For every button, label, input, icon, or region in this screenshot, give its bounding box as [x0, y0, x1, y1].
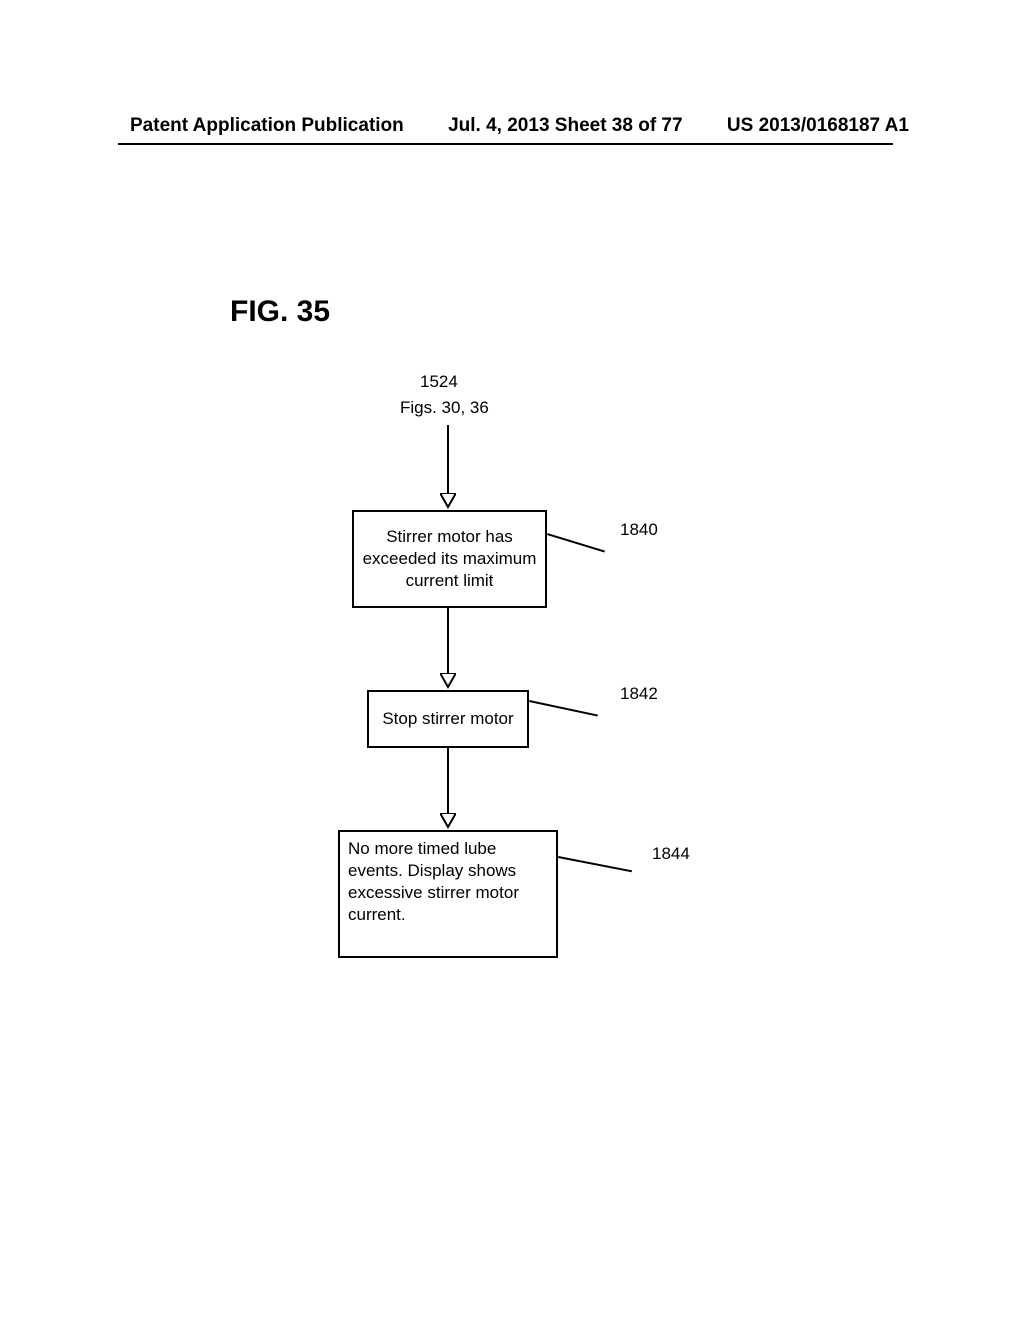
arrow-head-icon — [440, 673, 456, 690]
flowchart-box: No more timed lube events. Display shows… — [338, 830, 558, 958]
leader-line — [529, 700, 598, 717]
flow-arrow — [447, 748, 449, 813]
box-text: Stirrer motor has exceeded its maximum c… — [362, 526, 537, 592]
header-center: Jul. 4, 2013 Sheet 38 of 77 — [448, 115, 682, 137]
flow-arrow — [447, 425, 449, 493]
reference-numeral: 1842 — [620, 684, 658, 704]
reference-numeral: 1840 — [620, 520, 658, 540]
flow-arrow — [447, 608, 449, 673]
flowchart-box: Stop stirrer motor — [367, 690, 529, 748]
leader-line — [558, 856, 632, 872]
arrow-head-icon — [440, 493, 456, 510]
arrow-head-icon — [440, 813, 456, 830]
box-text: Stop stirrer motor — [382, 708, 513, 730]
leader-line — [547, 533, 605, 552]
box-text: No more timed lube events. Display shows… — [348, 838, 548, 926]
flowchart-box: Stirrer motor has exceeded its maximum c… — [352, 510, 547, 608]
entry-reference-figs: Figs. 30, 36 — [400, 398, 489, 418]
header-right: US 2013/0168187 A1 — [727, 115, 909, 137]
page-header: Patent Application Publication Jul. 4, 2… — [0, 115, 1024, 137]
header-rule — [118, 143, 893, 145]
reference-numeral: 1844 — [652, 844, 690, 864]
figure-title: FIG. 35 — [230, 295, 330, 329]
header-left: Patent Application Publication — [130, 115, 404, 137]
entry-reference-number: 1524 — [420, 372, 458, 392]
